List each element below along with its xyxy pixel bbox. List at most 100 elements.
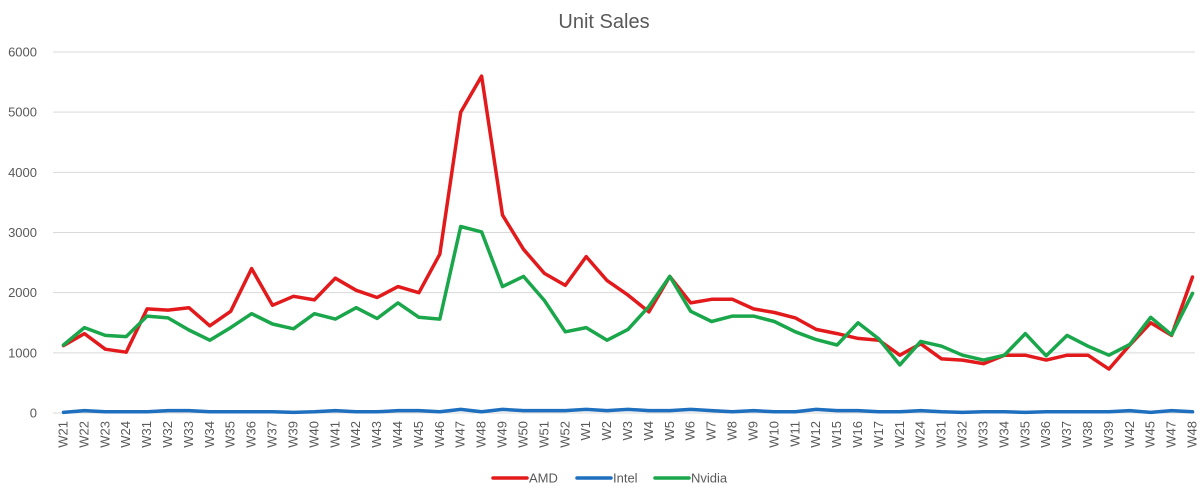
- data-point-intel: [752, 409, 755, 412]
- data-point-amd: [250, 267, 253, 270]
- data-point-nvidia: [208, 339, 211, 342]
- data-point-nvidia: [982, 358, 985, 362]
- x-tick-label: W24: [118, 421, 133, 448]
- data-point-intel: [982, 410, 985, 413]
- data-point-nvidia: [1170, 333, 1173, 336]
- data-point-amd: [208, 324, 211, 327]
- x-tick-label: W45: [1143, 421, 1158, 448]
- data-point-nvidia: [1024, 332, 1027, 335]
- data-point-amd: [543, 272, 546, 275]
- data-point-intel: [647, 409, 651, 412]
- data-point-intel: [585, 408, 588, 411]
- data-point-nvidia: [1107, 354, 1111, 357]
- data-point-nvidia: [522, 275, 525, 278]
- data-point-amd: [125, 351, 128, 354]
- data-point-intel: [1170, 409, 1173, 412]
- data-point-nvidia: [459, 225, 462, 228]
- data-point-nvidia: [375, 317, 379, 320]
- x-tick-label: W2: [599, 421, 614, 441]
- x-tick-label: W31: [139, 421, 154, 448]
- data-point-nvidia: [1003, 354, 1006, 357]
- y-tick-label: 1000: [8, 345, 37, 360]
- data-point-intel: [1003, 410, 1006, 413]
- data-point-amd: [145, 307, 149, 311]
- data-point-amd: [731, 298, 734, 301]
- x-tick-label: W7: [704, 421, 719, 441]
- y-tick-label: 2000: [8, 285, 37, 300]
- data-point-intel: [815, 408, 818, 411]
- x-tick-label: W21: [55, 421, 70, 448]
- x-tick-label: W50: [515, 421, 530, 448]
- x-tick-label: W38: [1080, 421, 1095, 448]
- data-point-intel: [459, 408, 462, 411]
- data-point-amd: [1149, 321, 1152, 324]
- data-point-nvidia: [731, 314, 734, 318]
- data-point-intel: [877, 410, 881, 413]
- data-point-nvidia: [752, 314, 755, 318]
- x-tick-label: W4: [641, 421, 656, 441]
- data-point-intel: [125, 410, 128, 413]
- data-point-intel: [856, 409, 860, 412]
- data-point-intel: [919, 409, 922, 412]
- data-point-nvidia: [668, 275, 671, 278]
- data-point-intel: [626, 408, 630, 411]
- data-point-amd: [1045, 358, 1048, 362]
- data-point-amd: [438, 253, 441, 256]
- data-point-intel: [438, 410, 441, 413]
- data-point-nvidia: [501, 285, 504, 288]
- data-point-nvidia: [1086, 345, 1090, 348]
- legend-label: Intel: [613, 471, 638, 486]
- data-point-intel: [229, 410, 232, 413]
- data-point-amd: [271, 304, 274, 307]
- x-tick-label: W49: [495, 421, 510, 448]
- data-point-intel: [250, 410, 253, 413]
- data-point-nvidia: [1191, 292, 1194, 295]
- data-point-intel: [375, 410, 379, 413]
- data-point-nvidia: [334, 317, 337, 321]
- x-tick-label: W5: [662, 421, 677, 441]
- data-point-nvidia: [1045, 354, 1048, 357]
- x-tick-label: W10: [766, 421, 781, 448]
- data-point-amd: [292, 295, 295, 298]
- data-point-nvidia: [229, 326, 232, 329]
- x-tick-label: W34: [202, 421, 217, 448]
- x-tick-label: W17: [871, 421, 886, 448]
- x-tick-label: W6: [683, 421, 698, 441]
- data-point-nvidia: [543, 299, 546, 302]
- x-tick-label: W22: [76, 421, 91, 448]
- y-tick-label: 6000: [8, 45, 37, 60]
- data-point-amd: [773, 311, 776, 314]
- series-lines: [61, 74, 1195, 415]
- legend-item-nvidia: Nvidia: [653, 471, 728, 486]
- data-point-intel: [731, 410, 734, 413]
- data-point-nvidia: [1065, 334, 1069, 337]
- data-point-amd: [1024, 354, 1027, 357]
- chart-title: Unit Sales: [558, 11, 649, 33]
- data-point-intel: [794, 410, 797, 413]
- data-point-intel: [271, 410, 274, 413]
- x-tick-label: W52: [557, 421, 572, 448]
- data-point-intel: [208, 410, 211, 413]
- data-point-amd: [794, 316, 797, 320]
- x-tick-label: W35: [1017, 421, 1032, 448]
- data-point-amd: [585, 255, 588, 258]
- data-point-intel: [543, 409, 546, 412]
- data-point-nvidia: [773, 320, 776, 323]
- data-point-intel: [83, 409, 86, 412]
- data-point-intel: [710, 409, 713, 412]
- data-point-amd: [187, 306, 191, 309]
- series-intel: [61, 407, 1195, 415]
- data-point-intel: [564, 409, 567, 412]
- data-point-amd: [522, 248, 525, 251]
- data-point-amd: [396, 285, 400, 288]
- data-point-amd: [355, 289, 358, 292]
- data-point-intel: [104, 410, 107, 413]
- x-tick-label: W46: [432, 421, 447, 448]
- data-point-intel: [187, 409, 191, 412]
- data-point-amd: [166, 308, 170, 312]
- data-point-nvidia: [355, 306, 358, 309]
- data-point-intel: [773, 410, 776, 413]
- x-tick-label: W21: [892, 421, 907, 448]
